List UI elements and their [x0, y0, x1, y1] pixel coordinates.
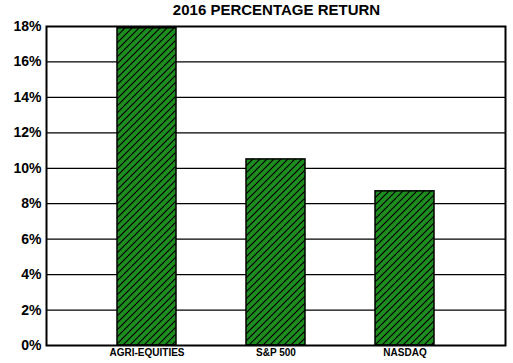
svg-text:18%: 18% — [13, 20, 42, 34]
svg-text:4%: 4% — [21, 266, 42, 282]
svg-text:6%: 6% — [21, 231, 42, 247]
svg-text:2%: 2% — [21, 302, 42, 318]
svg-text:14%: 14% — [13, 89, 42, 105]
svg-text:S&P 500: S&P 500 — [256, 347, 296, 358]
svg-text:12%: 12% — [13, 124, 42, 140]
svg-text:8%: 8% — [21, 195, 42, 211]
svg-text:0%: 0% — [21, 337, 42, 353]
svg-text:10%: 10% — [13, 160, 42, 176]
svg-text:16%: 16% — [13, 53, 42, 69]
svg-text:AGRI-EQUITIES: AGRI-EQUITIES — [109, 347, 184, 358]
svg-text:NASDAQ: NASDAQ — [383, 347, 427, 358]
html-text:2016 PERCENTAGE RETURN: 2016 PERCENTAGE RETURN — [172, 1, 381, 18]
